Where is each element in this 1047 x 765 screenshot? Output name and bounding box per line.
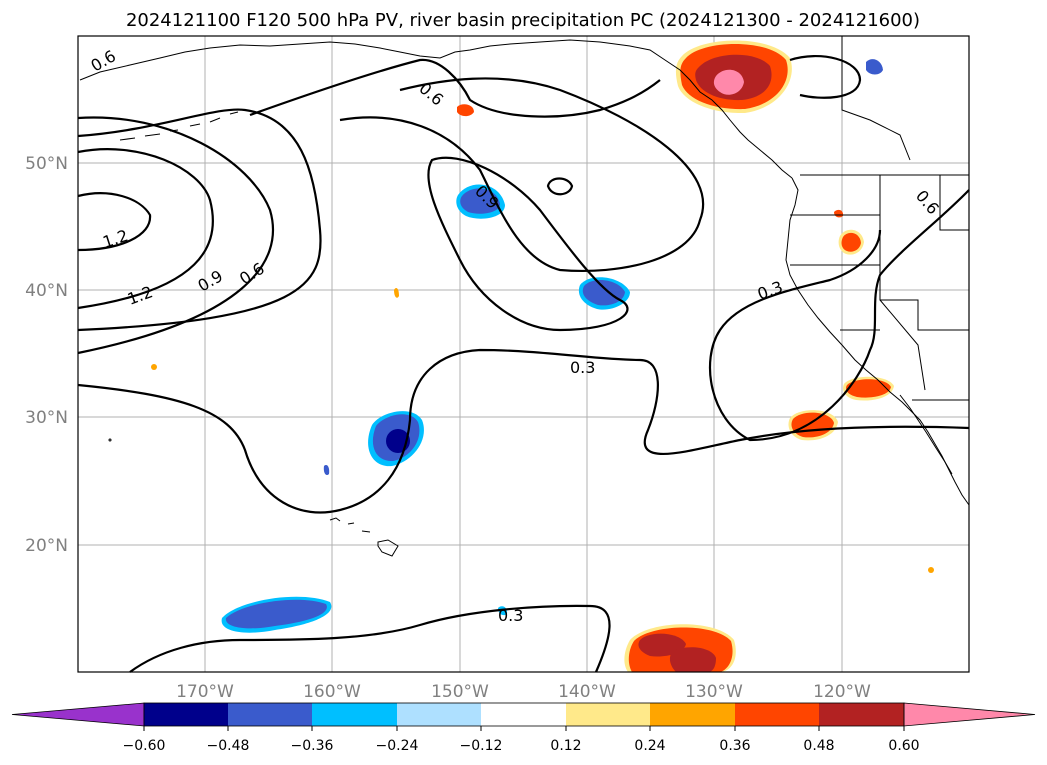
coastline-westcoast (785, 177, 970, 506)
contour-label-11: 0.3 (498, 606, 523, 625)
contour-0-3-outer (77, 348, 970, 514)
pv-contours (77, 55, 970, 673)
colorbar-tick-8: 0.36 (719, 738, 750, 754)
lon-label-170w: 170°W (176, 682, 234, 702)
colorbar-tick-2: −0.48 (207, 738, 250, 754)
colorbar-tick-10: 0.60 (888, 738, 919, 754)
lon-labels: 170°W 160°W 150°W 140°W 130°W 120°W (176, 682, 871, 702)
lat-label-30n: 30°N (25, 408, 68, 428)
colorbar-cell-7 (650, 703, 735, 726)
borders (790, 36, 969, 401)
contour-1-2 (77, 192, 152, 252)
contour-0-6-big (77, 108, 322, 332)
coastline-hawaii (329, 517, 399, 557)
colorbar-tick-6: 0.12 (550, 738, 581, 754)
precip-blob-pos-7 (834, 209, 844, 218)
colorbar-cell-4 (397, 703, 481, 726)
colorbar-tick-7: 0.24 (634, 738, 665, 754)
colorbar: −0.60 −0.48 −0.36 −0.24 −0.12 0.12 0.24 … (11, 702, 1036, 754)
colorbar-cell-8 (735, 703, 819, 726)
lat-label-40n: 40°N (25, 281, 68, 301)
contour-0-6-north (249, 58, 661, 118)
colorbar-cell-1 (144, 703, 228, 726)
precip-blob-neg-5 (866, 59, 883, 75)
colorbar-extend-low (11, 702, 145, 727)
precip-positive (151, 40, 934, 672)
lon-label-120w: 120°W (813, 682, 871, 702)
colorbar-outline (143, 702, 905, 727)
precip-blob-pos-8 (394, 288, 399, 298)
contour-0-9 (77, 148, 214, 310)
lon-label-150w: 150°W (431, 682, 489, 702)
contour-0-9-tongue (427, 156, 629, 332)
lon-label-130w: 130°W (685, 682, 743, 702)
precip-blob-pos-10 (928, 567, 934, 573)
map-frame (77, 35, 970, 673)
map-title: 2024121100 F120 500 hPa PV, river basin … (126, 10, 920, 31)
colorbar-ticks: −0.60 −0.48 −0.36 −0.24 −0.12 0.12 0.24 … (123, 738, 920, 754)
colorbar-tick-5: −0.12 (460, 738, 503, 754)
contour-0-3-east (708, 189, 970, 442)
colorbar-cell-2 (228, 703, 312, 726)
precip-blob-neg-6 (323, 464, 330, 476)
colorbar-cells (11, 702, 1036, 731)
contour-small-ring (546, 177, 574, 196)
precip-blob-neg-4-core (225, 599, 327, 629)
contour-0-6-west (77, 116, 275, 355)
contour-0-3-south (129, 604, 611, 673)
lon-label-140w: 140°W (558, 682, 616, 702)
colorbar-cell-9 (819, 703, 904, 726)
colorbar-cell-3 (312, 703, 397, 726)
colorbar-tick-4: −0.24 (376, 738, 419, 754)
map-area: 0.6 0.6 1.2 1.2 0.9 0.6 0.9 0.3 0.3 0.6 … (77, 35, 970, 673)
coastline-baja-gulf (899, 394, 953, 475)
border-states (790, 175, 969, 391)
contour-label-8: 0.3 (570, 358, 595, 377)
precip-blob-pos-9 (151, 364, 157, 370)
precip-blob-pos-6 (457, 104, 474, 117)
colorbar-cell-5 (481, 703, 566, 726)
precip-blob-neg-2-core (582, 280, 625, 306)
colorbar-tick-9: 0.48 (803, 738, 834, 754)
precip-blob-pos-5-core (841, 232, 861, 252)
border-alaska-canada (841, 36, 911, 161)
precip-blob-pos-4-core (846, 379, 891, 398)
coastline-island-1 (108, 438, 112, 442)
map-background (78, 36, 969, 672)
precip-blob-neg-1-core (460, 188, 500, 214)
colorbar-tick-1: −0.60 (123, 738, 166, 754)
coastline-alaska (79, 39, 793, 179)
precip-blob-pos-2-strong-b (669, 647, 716, 672)
colorbar-extend-high (903, 702, 1036, 727)
lat-labels: 50°N 40°N 30°N 20°N (25, 154, 68, 556)
contour-0-3-ring (339, 77, 705, 273)
colorbar-tick-3: −0.36 (291, 738, 334, 754)
lat-label-50n: 50°N (25, 154, 68, 174)
colorbar-cell-6 (566, 703, 650, 726)
lat-label-20n: 20°N (25, 536, 68, 556)
gridlines (78, 36, 969, 672)
lon-label-160w: 160°W (303, 682, 361, 702)
contour-0-6-alaska (789, 55, 862, 99)
precip-blob-pos-1-max (713, 69, 744, 95)
